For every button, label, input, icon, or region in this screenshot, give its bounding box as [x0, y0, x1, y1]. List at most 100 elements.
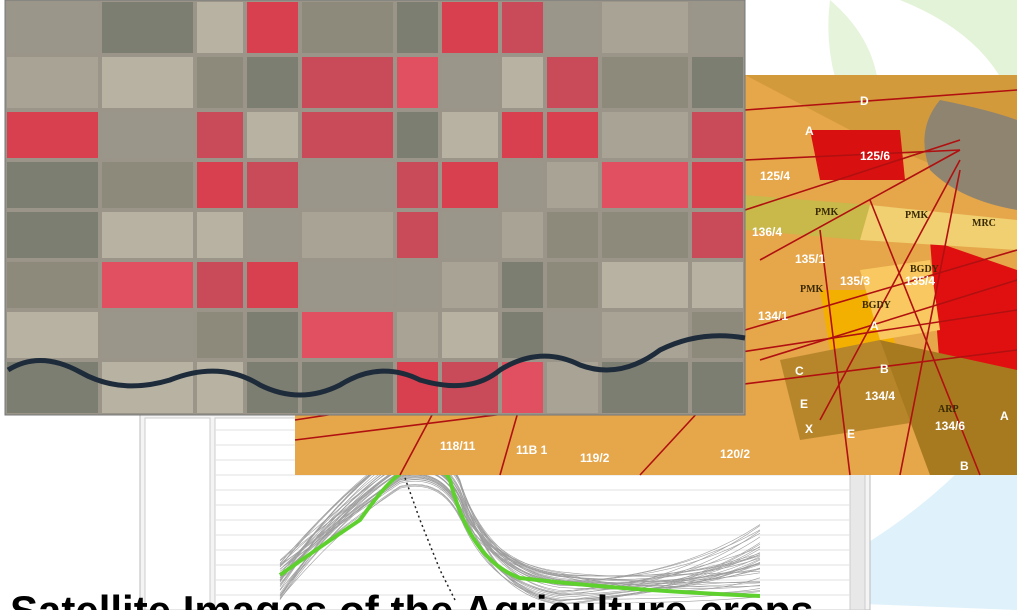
field — [102, 362, 193, 413]
field — [197, 312, 243, 358]
field — [247, 362, 298, 413]
field — [442, 57, 498, 108]
field — [502, 112, 543, 158]
field — [547, 57, 598, 108]
parcel-label: 125/4 — [760, 169, 790, 183]
parcel-label: B — [880, 362, 889, 376]
field — [102, 2, 193, 53]
parcel-label: BGDY — [862, 300, 892, 311]
parcel-label: 135/3 — [840, 274, 870, 288]
parcel-label: 125/6 — [860, 149, 890, 163]
curve — [279, 476, 761, 596]
curve — [279, 474, 761, 600]
parcel-line — [819, 229, 851, 476]
parcel-label: PMK — [905, 210, 929, 221]
field — [397, 312, 438, 358]
curve — [279, 464, 761, 596]
field — [547, 312, 598, 358]
field — [7, 212, 98, 258]
field — [197, 112, 243, 158]
field — [692, 162, 743, 208]
field — [547, 2, 598, 53]
field — [302, 162, 393, 208]
field — [197, 2, 243, 53]
field — [197, 262, 243, 308]
field — [602, 312, 688, 358]
parcel-label: PMK — [800, 284, 824, 295]
field — [547, 212, 598, 258]
field — [442, 112, 498, 158]
field — [442, 212, 498, 258]
parcel-label: X — [805, 422, 813, 436]
field — [302, 262, 393, 308]
field — [602, 212, 688, 258]
field — [442, 2, 498, 53]
field — [692, 262, 743, 308]
field — [397, 262, 438, 308]
field — [247, 2, 298, 53]
field — [7, 312, 98, 358]
field — [197, 212, 243, 258]
curve — [279, 458, 761, 586]
swoosh — [760, 400, 1017, 610]
field — [502, 2, 543, 53]
field — [397, 57, 438, 108]
field — [102, 212, 193, 258]
parcel-label: 135/4 — [905, 274, 935, 288]
leaf — [900, 0, 1017, 120]
parcel-label: 134/4 — [865, 389, 895, 403]
parcel-label: A — [1000, 409, 1009, 423]
field — [547, 262, 598, 308]
field — [692, 57, 743, 108]
parcel-label: 119/2 — [580, 451, 610, 465]
field — [7, 262, 98, 308]
parcel-line — [744, 149, 961, 161]
field — [502, 57, 543, 108]
field — [442, 162, 498, 208]
field — [397, 212, 438, 258]
parcel-label: BGDY — [910, 264, 940, 275]
field — [547, 162, 598, 208]
field — [102, 262, 193, 308]
field — [442, 312, 498, 358]
parcel-line — [639, 409, 701, 476]
field — [302, 112, 393, 158]
field — [7, 57, 98, 108]
field — [397, 112, 438, 158]
parcel-label: B — [960, 459, 969, 473]
field — [502, 262, 543, 308]
field — [602, 162, 688, 208]
parcel-label: 136/4 — [752, 225, 782, 239]
parcel-label: ARP — [938, 404, 959, 415]
parcel-label: A — [805, 124, 814, 138]
field — [547, 112, 598, 158]
field — [502, 212, 543, 258]
field — [197, 162, 243, 208]
field — [692, 112, 743, 158]
field — [7, 362, 98, 413]
field — [602, 2, 688, 53]
field — [692, 362, 743, 413]
field — [502, 362, 543, 413]
satellite-image — [4, 0, 746, 416]
parcel-line — [759, 149, 961, 261]
parcel-line — [744, 249, 1017, 331]
parcel-label: MRC — [972, 218, 996, 229]
field — [302, 2, 393, 53]
field — [247, 312, 298, 358]
curve — [279, 464, 761, 586]
parcel-label: A — [870, 319, 879, 333]
field — [102, 112, 193, 158]
parcel-label: C — [795, 364, 804, 378]
field — [502, 162, 543, 208]
parcel-label: 118/11 — [440, 439, 476, 453]
parcel-label: E — [847, 427, 855, 441]
field — [102, 162, 193, 208]
curve — [279, 452, 761, 590]
field — [197, 57, 243, 108]
field — [692, 212, 743, 258]
parcel-line — [869, 199, 981, 476]
field — [397, 362, 438, 413]
field — [102, 312, 193, 358]
